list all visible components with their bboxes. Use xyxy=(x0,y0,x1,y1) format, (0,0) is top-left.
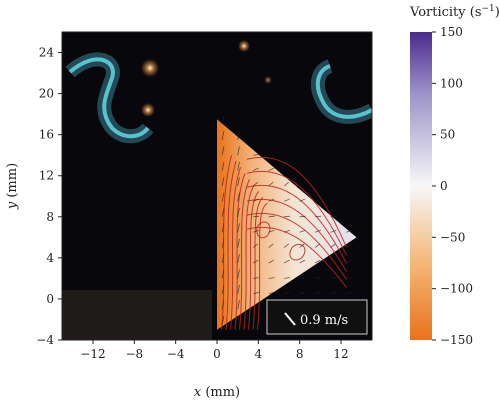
y-tick-label: −4 xyxy=(36,333,54,347)
y-tick-label: 8 xyxy=(46,210,54,224)
x-axis-label: x (mm) xyxy=(194,385,240,400)
y-axis-ticks: −4 0 4 8 12 16 20 24 xyxy=(36,46,62,347)
x-tick-label: −12 xyxy=(80,347,105,361)
reference-vector-box: 0.9 m/s xyxy=(266,299,368,335)
colorbar-tick-label: 0 xyxy=(440,179,448,193)
y-tick-label: 16 xyxy=(39,128,54,142)
colorbar-tick-label: −100 xyxy=(440,282,473,296)
colorbar-title: Vorticity (s−1) xyxy=(409,4,500,20)
colorbar-tick-label: −50 xyxy=(440,230,465,244)
y-tick-label: 4 xyxy=(46,251,54,265)
colorbar-tick-label: −150 xyxy=(440,333,473,347)
colorbar-tick-label: 150 xyxy=(440,25,463,39)
y-tick-label: 24 xyxy=(39,46,55,60)
right-blue-arc xyxy=(315,64,372,119)
colorbar xyxy=(410,32,432,340)
reference-arrow xyxy=(284,312,296,326)
colorbar-tick-label: 50 xyxy=(440,128,455,142)
x-tick-label: −4 xyxy=(167,347,185,361)
x-axis-ticks: −12 −8 −4 0 4 8 12 xyxy=(80,340,349,361)
y-tick-label: 20 xyxy=(39,87,54,101)
x-tick-label: 0 xyxy=(213,347,221,361)
x-tick-label: 8 xyxy=(296,347,304,361)
colorbar-tick-label: 100 xyxy=(440,76,463,90)
y-tick-label: 12 xyxy=(39,169,54,183)
y-tick-label: 0 xyxy=(46,292,54,306)
reference-vector-label: 0.9 m/s xyxy=(300,313,348,328)
y-axis-label: y (mm) xyxy=(5,163,20,210)
colorbar-ticks: 150 100 50 0 −50 −100 −150 xyxy=(432,25,473,347)
x-tick-label: 4 xyxy=(255,347,263,361)
left-blue-arc xyxy=(68,57,150,139)
x-tick-label: −8 xyxy=(125,347,143,361)
x-tick-label: 12 xyxy=(333,347,348,361)
photo-layer xyxy=(62,40,372,340)
